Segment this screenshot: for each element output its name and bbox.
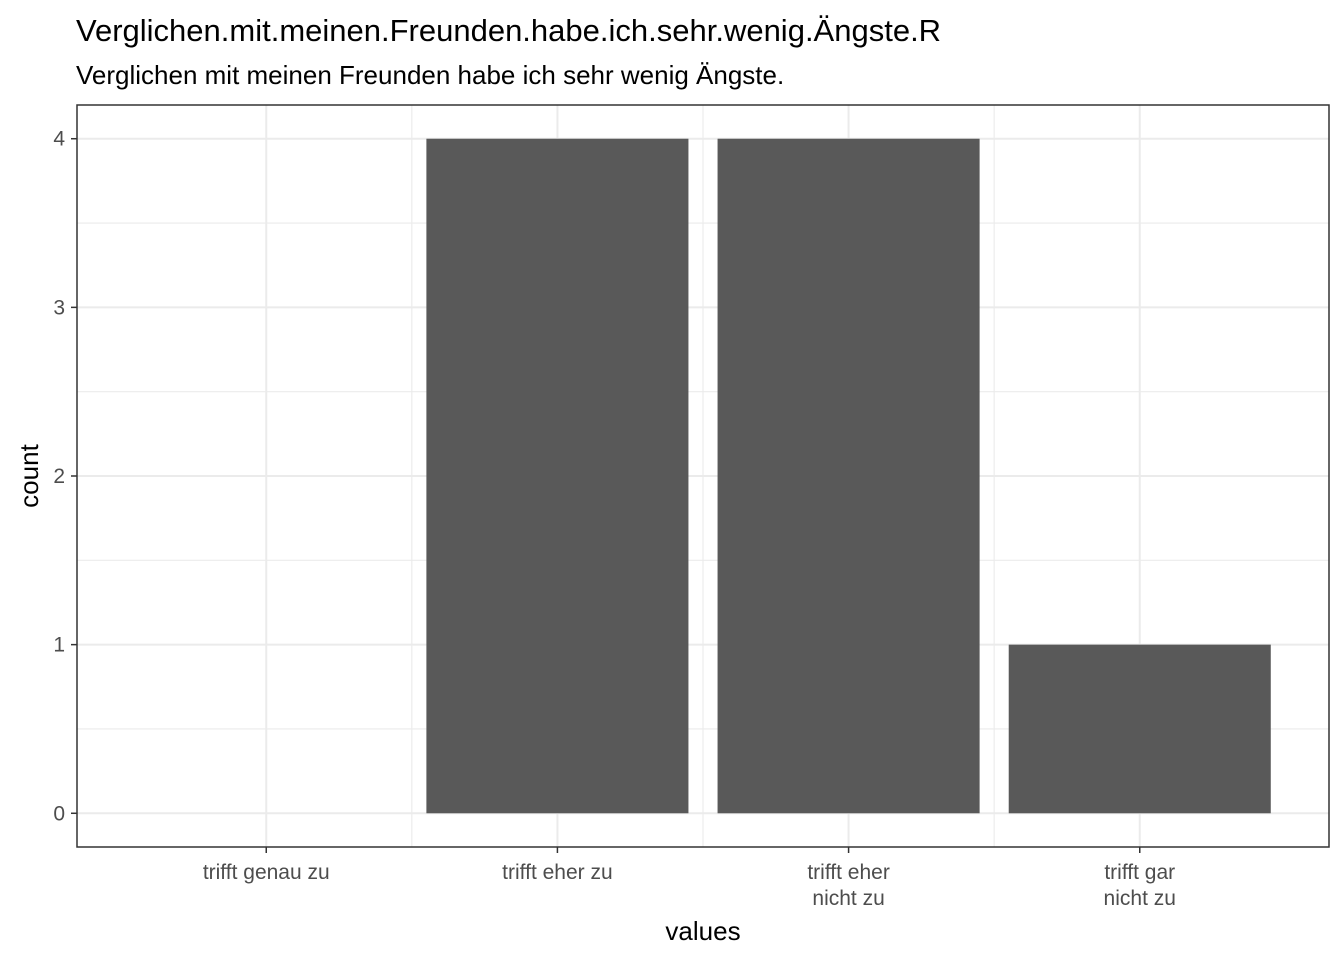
x-tick-label-line: trifft eher zu <box>502 861 613 884</box>
x-tick-label-line: trifft genau zu <box>203 861 330 884</box>
x-tick-label: trifft genau zu <box>203 861 330 884</box>
bar <box>717 138 980 814</box>
x-tick-label-line: nicht zu <box>812 887 884 910</box>
y-tick-label: 1 <box>53 634 65 657</box>
bars <box>426 138 1271 814</box>
x-tick-label: trifft eher zu <box>502 861 613 884</box>
bar <box>426 138 689 814</box>
chart-subtitle: Verglichen mit meinen Freunden habe ich … <box>76 60 784 90</box>
x-axis-title: values <box>665 916 740 946</box>
y-axis: 0 1 2 3 4 <box>53 128 77 825</box>
chart-title: Verglichen.mit.meinen.Freunden.habe.ich.… <box>76 13 941 48</box>
x-tick-label-line: trifft eher <box>807 861 889 884</box>
bar <box>1008 644 1271 814</box>
x-tick-label-line: trifft gar <box>1104 861 1175 884</box>
y-tick-label: 0 <box>53 802 65 825</box>
x-tick-label: trifft gar nicht zu <box>1104 861 1176 910</box>
x-tick-label: trifft eher nicht zu <box>807 861 889 910</box>
y-tick-label: 2 <box>53 465 65 488</box>
y-tick-label: 3 <box>53 296 65 319</box>
y-tick-label: 4 <box>53 128 65 151</box>
x-tick-label-line: nicht zu <box>1104 887 1176 910</box>
y-axis-title: count <box>14 443 44 507</box>
x-axis: trifft genau zu trifft eher zu trifft eher… <box>203 847 1176 910</box>
